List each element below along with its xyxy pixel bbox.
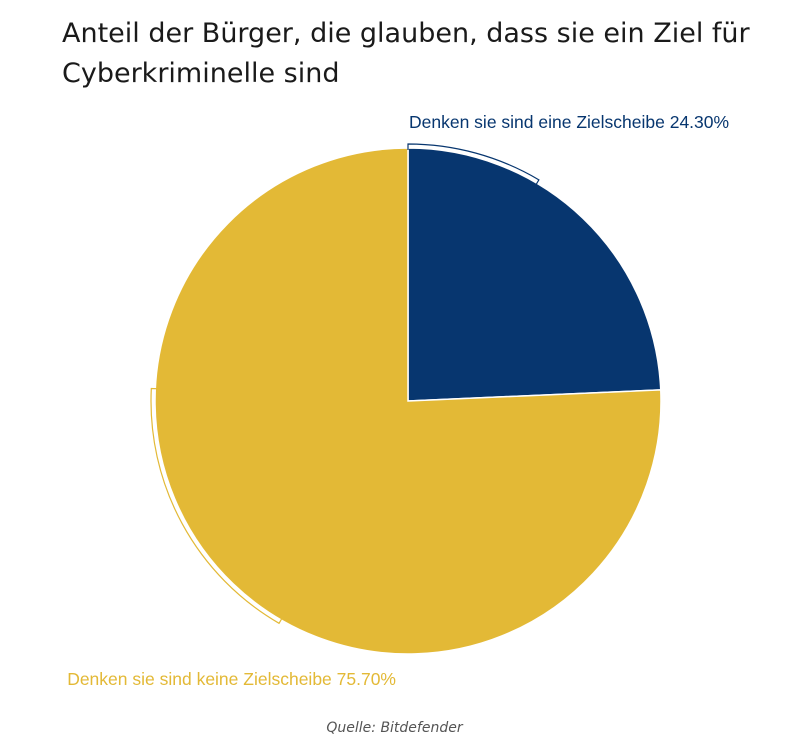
slice-label: Denken sie sind eine Zielscheibe 24.30%: [409, 112, 729, 132]
pie-slice: [407, 147, 662, 402]
label-leader-bracket: [407, 143, 540, 186]
source-note: Quelle: Bitdefender: [326, 720, 463, 736]
chart-title: Anteil der Bürger, die glauben, dass sie…: [62, 18, 750, 89]
label-leader-bracket: [150, 387, 283, 625]
pie-slice: [154, 147, 662, 655]
slice-label: Denken sie sind keine Zielscheibe 75.70%: [67, 669, 396, 689]
